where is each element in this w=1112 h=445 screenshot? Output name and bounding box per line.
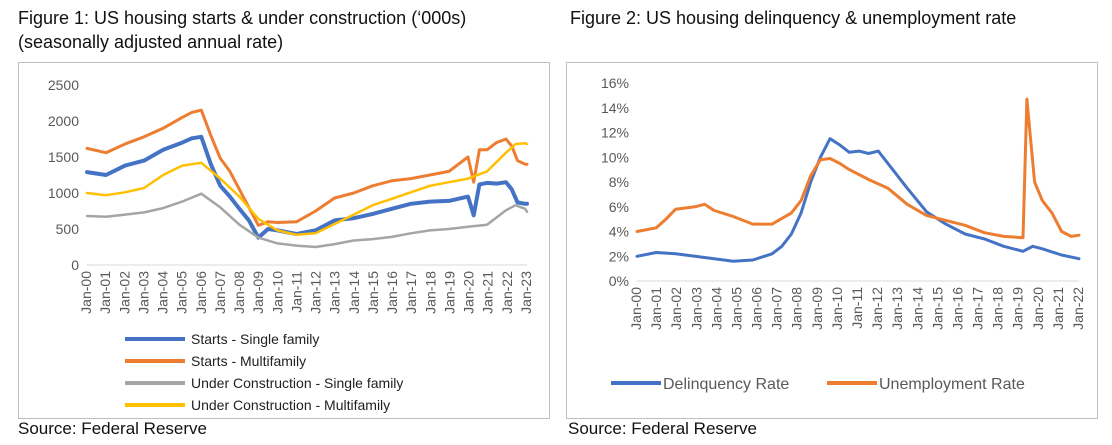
fig2-x-tick-label: Jan-07 (769, 287, 785, 330)
fig1-x-tick-label: Jan-04 (155, 271, 171, 314)
fig2-x-tick-label: Jan-11 (849, 287, 865, 329)
fig2-x-tick-label: Jan-00 (628, 287, 644, 330)
fig1-x-tick-label: Jan-12 (308, 271, 324, 314)
fig1-series-line-4 (85, 142, 529, 237)
fig1-x-tick-label: Jan-18 (422, 271, 438, 314)
fig1-y-tick-label: 0 (71, 257, 79, 273)
fig2-legend-label-1: Delinquency Rate (663, 376, 789, 393)
fig1-series-line-1 (85, 134, 529, 240)
fig1-x-tick-label: Jan-13 (327, 271, 343, 314)
fig1-legend-label-3: Under Construction - Single family (191, 375, 403, 391)
fig1-y-tick-label: 2000 (48, 113, 79, 129)
fig2-y-tick-label: 0% (609, 273, 629, 289)
fig2-y-tick-label: 12% (601, 125, 629, 141)
fig1-x-tick-label: Jan-03 (135, 271, 151, 314)
fig1-y-tick-label: 500 (56, 221, 80, 237)
fig1-x-tick-label: Jan-19 (441, 271, 457, 314)
fig1-x-tick-label: Jan-20 (461, 271, 477, 314)
fig1-legend-label-1: Starts - Single family (191, 331, 319, 347)
fig2-series-line-1 (635, 137, 1081, 263)
fig2-x-tick-label: Jan-05 (728, 287, 744, 330)
fig1-x-tick-label: Jan-22 (499, 271, 515, 314)
fig1-x-tick-label: Jan-07 (212, 271, 228, 314)
fig2-y-tick-label: 16% (601, 75, 629, 91)
figure2-chart: 0% 2% 4% 6% 8% 10% 12% 14% 16% Jan-00 Jan-01 Jan-02… (601, 75, 1086, 393)
fig2-x-tick-label: Jan-01 (648, 287, 664, 330)
fig1-x-tick-label: Jan-00 (78, 271, 94, 314)
fig2-x-tick-label: Jan-02 (668, 287, 684, 330)
fig2-y-tick-label: 10% (601, 149, 629, 165)
fig1-x-tick-label: Jan-21 (480, 271, 496, 314)
fig2-x-tick-label: Jan-12 (869, 287, 885, 330)
figure1-title-line2: (seasonally adjusted annual rate) (18, 32, 284, 52)
fig1-x-tick-label: Jan-09 (250, 271, 266, 314)
figure1-title-line1: Figure 1: US housing starts & under cons… (18, 8, 467, 28)
fig2-x-tick-label: Jan-19 (1010, 287, 1026, 330)
fig2-x-tick-label: Jan-16 (949, 287, 965, 330)
fig1-x-tick-label: Jan-23 (518, 271, 534, 314)
fig1-y-tick-label: 2500 (48, 77, 79, 93)
fig1-series-line-3 (85, 192, 529, 249)
fig2-y-tick-label: 4% (609, 224, 629, 240)
fig2-series-line-2 (635, 97, 1081, 240)
fig2-x-tick-label: Jan-21 (1050, 287, 1066, 330)
fig1-x-tick-label: Jan-10 (269, 271, 285, 314)
fig2-x-tick-label: Jan-09 (809, 287, 825, 330)
fig2-x-tick-label: Jan-17 (970, 287, 986, 330)
fig2-x-tick-label: Jan-22 (1070, 287, 1086, 330)
fig2-x-tick-label: Jan-06 (749, 287, 765, 330)
fig1-y-tick-label: 1000 (48, 185, 79, 201)
figure1-title: Figure 1: US housing starts & under cons… (18, 6, 558, 54)
fig1-x-tick-label: Jan-11 (288, 271, 304, 313)
figure2-source: Source: Federal Reserve (568, 419, 757, 438)
figure1-chart-panel: 0 500 1000 1500 2000 2500 Jan-00 Jan-01 Jan-02 Ja… (18, 62, 550, 419)
fig2-x-tick-label: Jan-20 (1030, 287, 1046, 330)
fig1-series-line-2 (85, 108, 529, 227)
fig2-x-tick-label: Jan-14 (909, 287, 925, 330)
figure2-title: Figure 2: US housing delinquency & unemp… (570, 8, 1017, 28)
fig2-x-tick-label: Jan-08 (789, 287, 805, 330)
fig1-x-tick-label: Jan-16 (384, 271, 400, 314)
figure1-source: Source: Federal Reserve (18, 419, 207, 438)
fig1-y-tick-label: 1500 (48, 149, 79, 165)
fig1-x-tick-label: Jan-17 (403, 271, 419, 314)
figure2-chart-panel: 0% 2% 4% 6% 8% 10% 12% 14% 16% Jan-00 Jan-01 Jan-02… (566, 62, 1098, 419)
fig1-x-tick-label: Jan-15 (365, 271, 381, 314)
fig2-x-tick-label: Jan-03 (688, 287, 704, 330)
fig2-y-tick-label: 2% (609, 248, 629, 264)
fig1-x-tick-label: Jan-14 (346, 271, 362, 314)
fig2-x-tick-label: Jan-13 (889, 287, 905, 330)
fig2-x-tick-label: Jan-10 (829, 287, 845, 330)
fig2-y-tick-label: 14% (601, 100, 629, 116)
fig2-x-tick-label: Jan-18 (990, 287, 1006, 330)
fig1-x-tick-label: Jan-01 (97, 271, 113, 314)
fig1-legend-label-2: Starts - Multifamily (191, 353, 306, 369)
fig2-legend-label-2: Unemployment Rate (879, 376, 1025, 393)
fig2-x-tick-label: Jan-15 (929, 287, 945, 330)
fig2-x-tick-label: Jan-04 (708, 287, 724, 330)
fig1-x-tick-label: Jan-08 (231, 271, 247, 314)
fig2-y-tick-label: 6% (609, 199, 629, 215)
fig2-y-tick-label: 8% (609, 174, 629, 190)
fig1-legend-label-4: Under Construction - Multifamily (191, 397, 390, 413)
fig1-x-tick-label: Jan-06 (193, 271, 209, 314)
fig1-x-tick-label: Jan-05 (174, 271, 190, 314)
fig1-x-tick-label: Jan-02 (116, 271, 132, 314)
